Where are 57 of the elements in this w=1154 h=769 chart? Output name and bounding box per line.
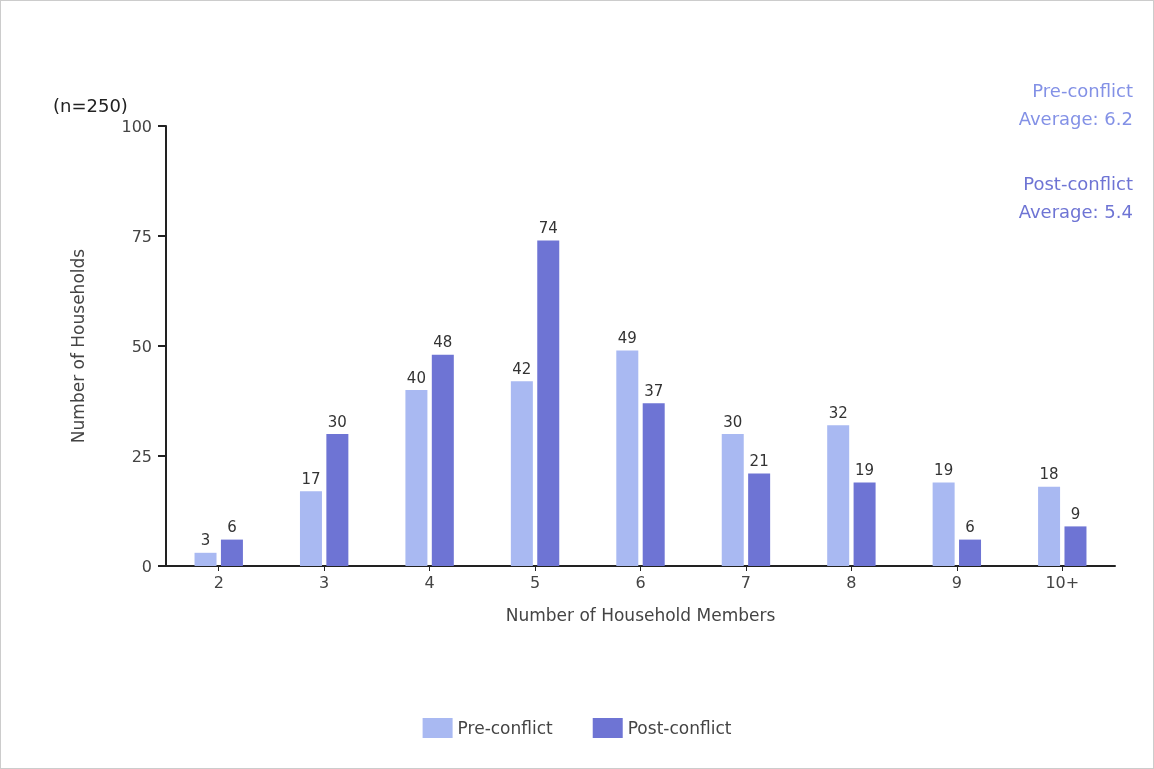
- text: (n=250): [53, 94, 128, 116]
- data-label: 19: [934, 460, 954, 479]
- annotation: Post-conflict Average: 5.4: [1018, 172, 1133, 222]
- x-tick-label: 3: [319, 572, 330, 592]
- data-label: 18: [1039, 465, 1059, 484]
- data-label: 6: [965, 518, 975, 537]
- bar: [642, 403, 665, 566]
- data-label: 30: [723, 412, 743, 431]
- data-label: 30: [327, 412, 347, 431]
- bar: [194, 552, 217, 566]
- data-label: 42: [512, 359, 532, 378]
- x-axis-title: Number of Household Members: [505, 604, 776, 625]
- data-label: 6: [227, 518, 237, 537]
- data-label: 21: [749, 452, 769, 471]
- data-label: 32: [828, 403, 848, 422]
- legend-label: Pre-conflict: [457, 718, 554, 738]
- x-tick-label: 2: [213, 572, 224, 592]
- data-label: 9: [1070, 504, 1081, 523]
- x-tick-label: 5: [529, 572, 541, 592]
- bar: [1038, 486, 1061, 566]
- data-label: 37: [644, 381, 664, 400]
- x-tick-label: 7: [740, 572, 752, 592]
- x-tick-label: 6: [635, 572, 646, 592]
- data-label: 19: [855, 460, 875, 479]
- bar: [326, 434, 349, 566]
- bar: [748, 473, 771, 566]
- x-tick-label: 9: [951, 572, 962, 592]
- bar: [1064, 526, 1087, 566]
- y-axis-title: Number of Households: [67, 248, 88, 444]
- y-tick-label: 75: [131, 226, 152, 246]
- bar: [510, 381, 533, 566]
- y-tick-label: 100: [121, 116, 152, 136]
- data-label: 49: [617, 328, 637, 347]
- data-label: 74: [538, 218, 558, 237]
- bar: [827, 425, 850, 566]
- x-tick-label: 8: [846, 572, 857, 592]
- data-label: 40: [406, 368, 426, 387]
- bar: [537, 240, 560, 566]
- y-tick-label: 25: [131, 446, 152, 466]
- data-label: 3: [200, 531, 211, 550]
- legend-label: Post-conflict: [627, 718, 732, 738]
- data-label: 17: [301, 469, 321, 488]
- bar: [431, 354, 454, 566]
- annotation: Pre-conflict Average: 6.2: [1018, 79, 1133, 129]
- bar: [616, 350, 639, 566]
- x-tick-label: 4: [424, 572, 435, 592]
- bar: [959, 539, 982, 566]
- data-label: 48: [433, 333, 453, 352]
- bar: [405, 390, 428, 566]
- bar: [932, 482, 955, 566]
- y-tick-label: 50: [131, 336, 152, 356]
- y-tick-label: 0: [141, 556, 152, 576]
- x-tick-label: 10+: [1045, 572, 1080, 592]
- bar: [721, 434, 744, 566]
- bar: [853, 482, 876, 566]
- bar: [299, 491, 322, 566]
- bar: [220, 539, 243, 566]
